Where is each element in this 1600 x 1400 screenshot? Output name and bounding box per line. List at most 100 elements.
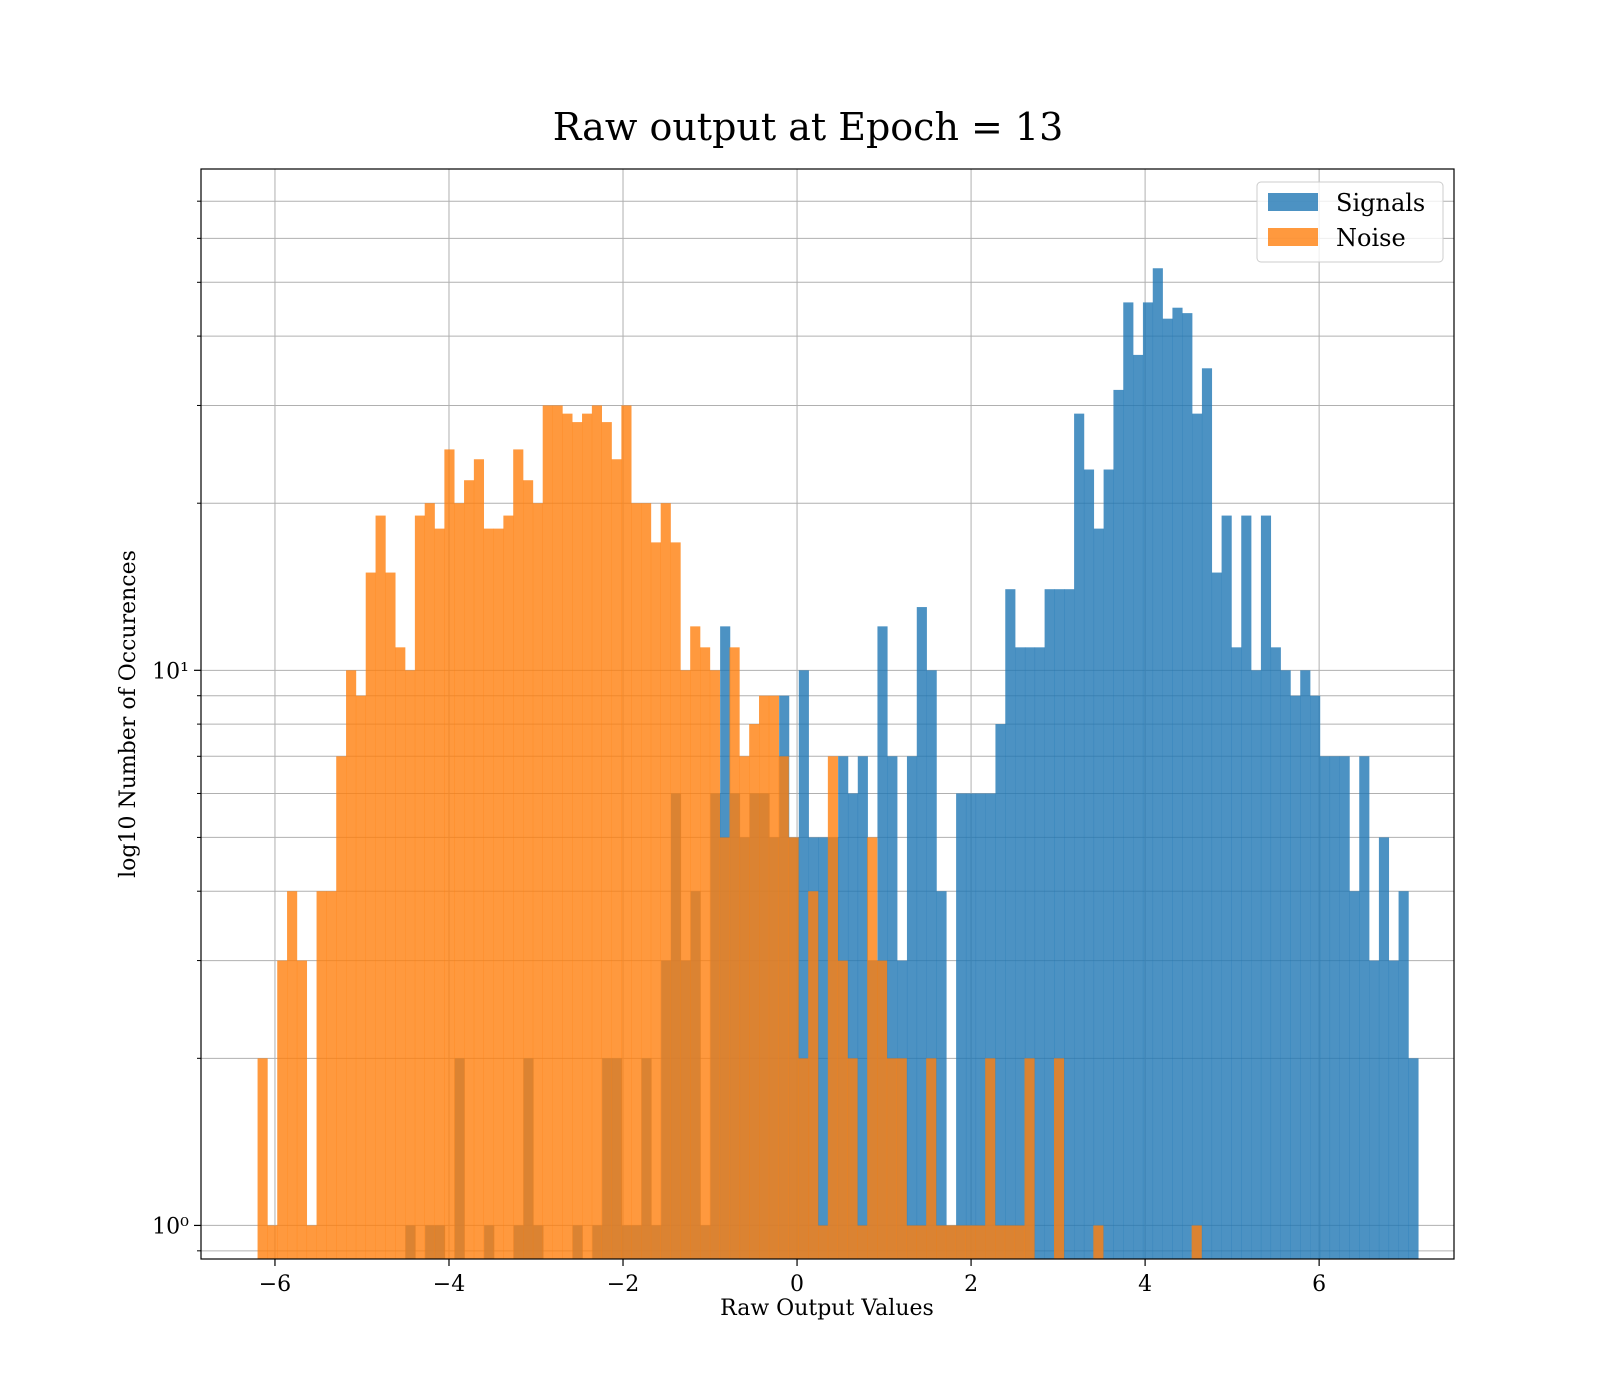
histogram-bar <box>660 503 671 1259</box>
histogram-bar <box>650 542 661 1259</box>
histogram-bar <box>1339 756 1350 1259</box>
histogram-bar <box>1093 528 1104 1259</box>
x-tick-label: 6 <box>1312 1272 1326 1297</box>
histogram-bar <box>483 528 494 1259</box>
legend-swatch-noise <box>1268 228 1318 246</box>
histogram-bar <box>1074 413 1085 1259</box>
histogram-bar <box>739 756 750 1259</box>
histogram-bar <box>1054 589 1065 1259</box>
histogram-bar <box>847 793 859 1259</box>
histogram-bar <box>1024 647 1036 1259</box>
histogram-bar <box>1191 1225 1202 1259</box>
histogram-bar <box>896 1058 907 1259</box>
histogram-bar <box>700 647 711 1259</box>
histogram-bar <box>1034 647 1045 1259</box>
histogram-bar <box>1162 318 1173 1259</box>
histogram-bar <box>601 422 612 1259</box>
histogram-bar <box>975 1225 986 1259</box>
histogram-bar <box>1152 268 1163 1259</box>
histogram-bar <box>1359 756 1370 1259</box>
legend: Signals Noise <box>1256 181 1444 263</box>
histogram-bar <box>887 756 898 1259</box>
histogram-bar <box>532 503 544 1259</box>
histogram-bar <box>444 449 455 1259</box>
legend-label-signals: Signals <box>1336 189 1425 217</box>
histogram-bar <box>582 413 593 1259</box>
histogram-bar <box>473 459 485 1259</box>
histogram-bar <box>1142 302 1154 1259</box>
histogram-bar <box>916 607 927 1259</box>
histogram-bar <box>336 756 347 1259</box>
histogram-bar <box>1241 515 1252 1259</box>
histogram-bar <box>965 1225 976 1259</box>
histogram-bar <box>1300 670 1311 1259</box>
histogram-bar <box>523 480 534 1259</box>
histogram-bar <box>827 756 838 1259</box>
axis-ticks: −6 −4 −2 0 2 4 6 10⁰ 10¹ <box>152 200 1326 1297</box>
histogram-bar <box>995 1225 1006 1259</box>
x-tick-label: −2 <box>607 1272 639 1297</box>
histogram-bar <box>346 670 357 1259</box>
histogram-bar <box>690 626 701 1259</box>
histogram-bar <box>877 626 888 1259</box>
histogram-bar <box>1083 469 1095 1259</box>
histogram-bar <box>857 1225 868 1259</box>
histogram-bar <box>375 515 386 1259</box>
histogram-bar <box>1349 891 1360 1259</box>
histogram-bar <box>1093 1225 1104 1259</box>
histogram-bar <box>316 891 327 1259</box>
histogram-bar <box>818 1225 829 1259</box>
histogram-bar <box>985 1058 996 1259</box>
y-tick-label: 10¹ <box>152 659 189 684</box>
y-tick-label: 10⁰ <box>152 1214 189 1239</box>
histogram-bar <box>1015 647 1026 1259</box>
histogram-bar <box>365 572 376 1259</box>
histogram-bar <box>405 670 416 1259</box>
histogram-bar <box>1270 647 1281 1259</box>
histogram-bar <box>759 695 770 1259</box>
histogram-bar <box>572 422 583 1259</box>
histogram-bar <box>257 1058 268 1259</box>
histogram-bar <box>709 670 720 1259</box>
histogram-bar <box>965 793 977 1259</box>
histogram-bar <box>936 1225 947 1259</box>
histogram-bar <box>818 837 829 1259</box>
histogram-bar <box>768 695 779 1259</box>
histogram-bar <box>1192 413 1203 1259</box>
histogram-bar <box>670 542 681 1259</box>
histogram-bar <box>277 960 288 1259</box>
histogram-bar <box>1103 469 1114 1259</box>
histogram-bar <box>1221 515 1232 1259</box>
x-tick-label: 0 <box>790 1272 804 1297</box>
histogram-bar <box>1329 756 1340 1259</box>
histogram-bar <box>1182 313 1193 1259</box>
histogram-bar <box>729 647 740 1259</box>
histogram-bar <box>1201 368 1213 1259</box>
histogram-bar <box>503 515 514 1259</box>
histogram-bar <box>867 837 878 1259</box>
histogram-bar <box>287 891 298 1259</box>
x-axis-label: Raw Output Values <box>720 1296 934 1321</box>
plot-frame <box>200 168 1455 1260</box>
histogram-bar <box>414 515 426 1259</box>
x-tick-label: 2 <box>964 1272 978 1297</box>
histogram-bar <box>454 503 465 1259</box>
histogram-bar <box>1123 302 1134 1259</box>
histogram-bar <box>1398 891 1409 1259</box>
histogram-bar <box>1408 1058 1419 1259</box>
histogram-bar <box>493 528 504 1259</box>
histogram-bar <box>1044 589 1055 1259</box>
histogram-bar <box>631 503 642 1259</box>
histogram-bar <box>1024 1058 1035 1259</box>
histogram-bar <box>434 528 445 1259</box>
y-axis-label: log10 Number of Occurences <box>116 550 141 878</box>
histogram-bar <box>975 793 986 1259</box>
histogram-bar <box>1231 647 1242 1259</box>
histogram-bar <box>1004 1225 1015 1259</box>
chart-title: Raw output at Epoch = 13 <box>553 105 1064 149</box>
histogram-bar <box>1133 354 1144 1259</box>
histogram-bar <box>1310 695 1321 1259</box>
bars <box>257 268 1419 1260</box>
histogram-bar <box>926 670 937 1259</box>
